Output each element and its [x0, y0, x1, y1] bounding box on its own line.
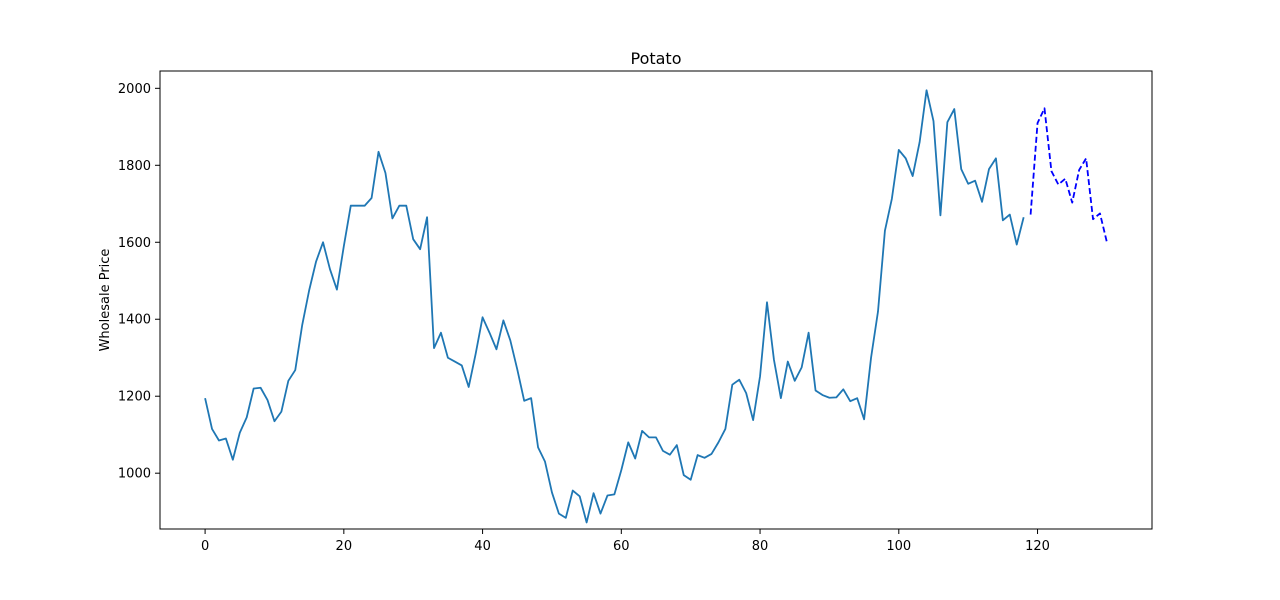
forecast-series-line [1029, 107, 1108, 243]
x-tick-label: 120 [1025, 539, 1050, 554]
x-tick-label: 100 [886, 539, 911, 554]
history-series-line [204, 89, 1025, 524]
y-tick-label: 1200 [118, 390, 151, 405]
plot-frame [159, 70, 1153, 530]
x-tick-label: 60 [613, 539, 630, 554]
x-axis: 0 20 40 60 80 100 120 [201, 529, 1050, 554]
y-tick-label: 1400 [118, 313, 151, 328]
plot-area [204, 89, 1108, 524]
x-tick-label: 80 [752, 539, 769, 554]
x-tick-label: 0 [201, 539, 209, 554]
chart-title: Potato [630, 49, 681, 68]
y-axis-title: Wholesale Price [98, 249, 113, 352]
y-tick-label: 1600 [118, 236, 151, 251]
y-tick-label: 1000 [118, 467, 151, 482]
x-tick-label: 40 [474, 539, 491, 554]
y-axis: 1000 1200 1400 1600 1800 2000 [118, 82, 160, 482]
y-tick-label: 2000 [118, 82, 151, 97]
x-tick-label: 20 [336, 539, 353, 554]
y-tick-label: 1800 [118, 159, 151, 174]
